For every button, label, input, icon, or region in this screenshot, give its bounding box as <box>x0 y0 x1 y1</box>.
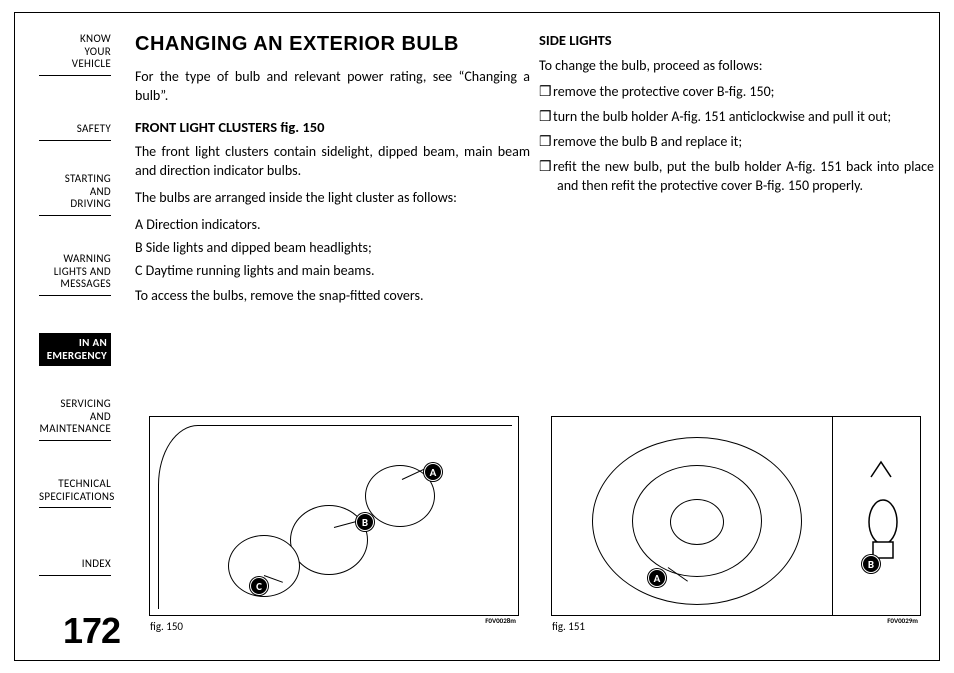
front-clusters-p3: To access the bulbs, remove the snap-fit… <box>135 287 530 306</box>
fig150-label-b: B <box>356 513 374 531</box>
step-1-text: remove the protective cover B-fig. 150; <box>553 83 774 100</box>
bulb-item-b: B Side lights and dipped beam headlights… <box>135 239 530 258</box>
front-light-clusters-heading: FRONT LIGHT CLUSTERS fig. 150 <box>135 118 530 138</box>
nav-in-an-emergency[interactable]: IN ANEMERGENCY <box>39 333 111 366</box>
side-lights-step-1: ❒remove the protective cover B-fig. 150; <box>539 83 934 102</box>
side-lights-heading: SIDE LIGHTS <box>539 31 934 51</box>
fig150-label-a: A <box>424 463 442 481</box>
nav-starting-and-driving[interactable]: STARTINGANDDRIVING <box>39 173 111 216</box>
step-2-text: turn the bulb holder A-fig. 151 anticloc… <box>553 108 891 125</box>
intro-paragraph: For the type of bulb and relevant power … <box>135 68 530 106</box>
nav-know-your-vehicle[interactable]: KNOWYOURVEHICLE <box>39 33 111 76</box>
bulb-item-a: A Direction indicators. <box>135 216 530 235</box>
bulb-item-c: C Daytime running lights and main beams. <box>135 262 530 281</box>
fig151-label-b: B <box>862 555 880 573</box>
fig151-label-a: A <box>648 569 666 587</box>
nav-servicing[interactable]: SERVICINGANDMAINTENANCE <box>39 398 111 441</box>
sidebar-nav: KNOWYOURVEHICLE SAFETY STARTINGANDDRIVIN… <box>15 13 119 660</box>
figure-150: A B C fig. 150 F0V0028m <box>149 416 519 616</box>
content-column-left: CHANGING AN EXTERIOR BULB For the type o… <box>135 31 530 314</box>
page-number: 172 <box>63 610 120 652</box>
nav-warning-lights[interactable]: WARNINGLIGHTS ANDMESSAGES <box>39 253 111 296</box>
side-lights-intro: To change the bulb, proceed as follows: <box>539 57 934 76</box>
front-clusters-p1: The front light clusters contain sidelig… <box>135 143 530 181</box>
fig151-caption: fig. 151 <box>552 620 585 633</box>
page-title: CHANGING AN EXTERIOR BULB <box>135 31 530 58</box>
content-column-right: SIDE LIGHTS To change the bulb, proceed … <box>539 31 934 202</box>
page-frame: KNOWYOURVEHICLE SAFETY STARTINGANDDRIVIN… <box>14 12 940 661</box>
fig150-code: F0V0028m <box>485 616 516 625</box>
side-lights-step-3: ❒remove the bulb B and replace it; <box>539 133 934 152</box>
nav-safety[interactable]: SAFETY <box>39 123 111 141</box>
bulb-icon <box>833 417 921 615</box>
side-lights-step-2: ❒turn the bulb holder A-fig. 151 anticlo… <box>539 108 934 127</box>
fig151-side-panel <box>832 417 920 615</box>
side-lights-step-4: ❒refit the new bulb, put the bulb holder… <box>539 158 934 196</box>
fig150-caption: fig. 150 <box>150 620 183 633</box>
fig150-label-c: C <box>250 577 268 595</box>
figure-151: A B fig. 151 F0V0029m <box>551 416 921 616</box>
step-4-text: refit the new bulb, put the bulb holder … <box>553 158 934 194</box>
front-clusters-p2: The bulbs are arranged inside the light … <box>135 189 530 208</box>
nav-index[interactable]: INDEX <box>39 558 111 576</box>
fig151-code: F0V0029m <box>887 616 918 625</box>
step-3-text: remove the bulb B and replace it; <box>553 133 742 150</box>
nav-technical-specs[interactable]: TECHNICALSPECIFICATIONS <box>39 478 111 508</box>
